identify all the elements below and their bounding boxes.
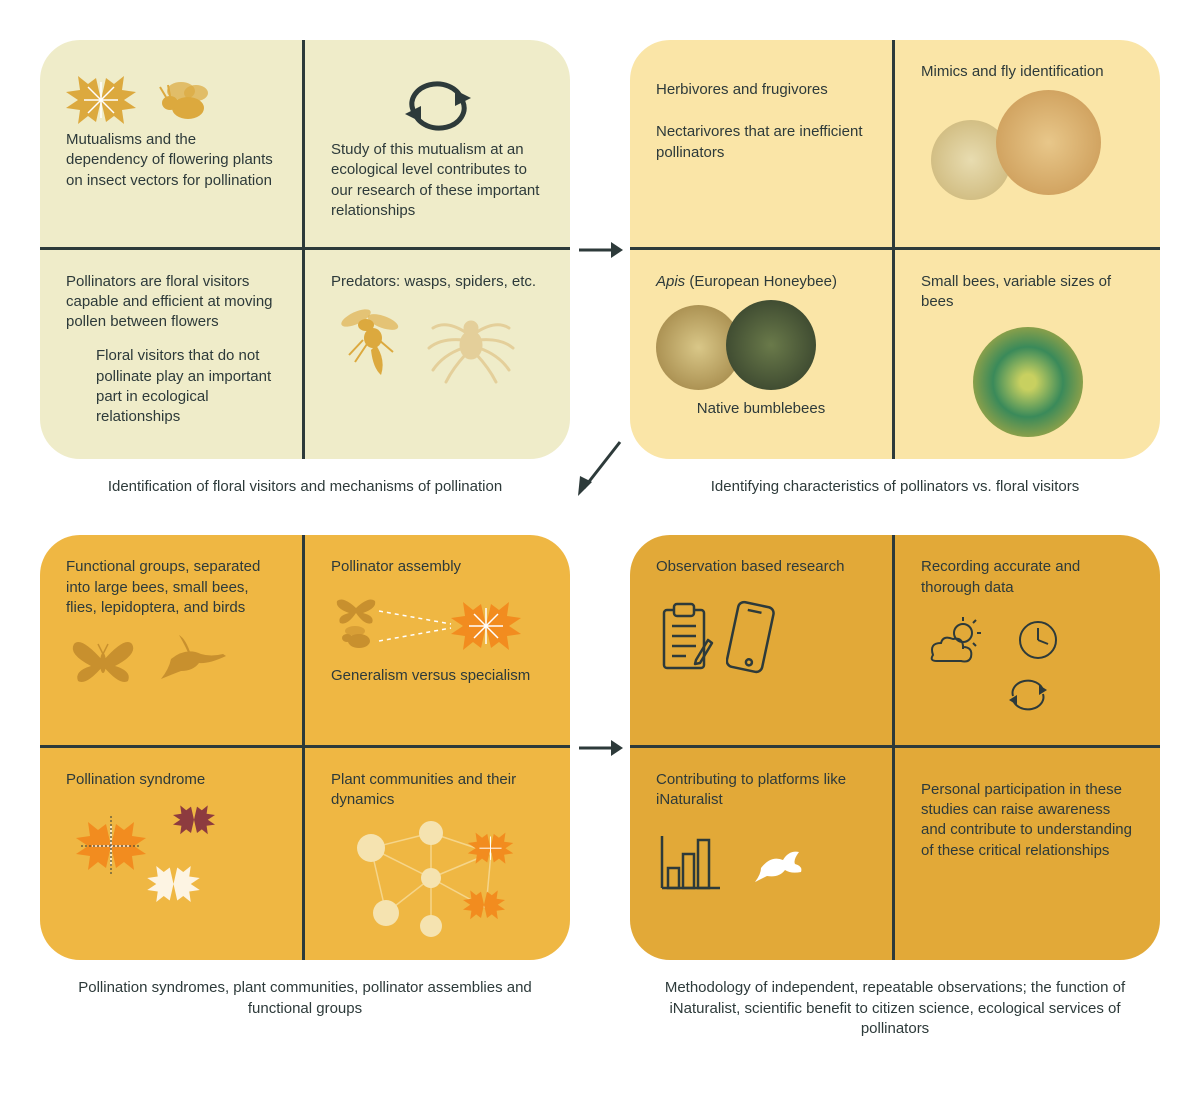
quad-d2-text: Recording accurate and thorough data — [921, 557, 1134, 598]
quad-c3-text: Pollination syndrome — [66, 770, 276, 790]
green-sweat-bee-photo — [973, 327, 1083, 437]
clock-icon — [1016, 618, 1061, 663]
panel-syndromes: Functional groups, separated into large … — [40, 535, 570, 960]
hoverfly-on-honeycomb-photo — [996, 90, 1101, 195]
bee-silhouette-icon — [146, 73, 216, 128]
quad-d4-text: Personal participation in these studies … — [921, 780, 1134, 861]
cycle-arrows-icon — [393, 70, 483, 140]
quad-b4-text: Small bees, variable sizes of bees — [921, 272, 1134, 313]
quad-c3: Pollination syndrome — [40, 748, 305, 961]
quad-a4-text: Predators: wasps, spiders, etc. — [331, 272, 544, 292]
flower-burst-icon — [66, 70, 136, 130]
main-grid: Mutualisms and the dependency of floweri… — [40, 40, 1160, 1067]
caption-d: Methodology of independent, repeatable o… — [630, 970, 1160, 1067]
quad-b4: Small bees, variable sizes of bees — [895, 250, 1160, 460]
quad-a4: Predators: wasps, spiders, etc. — [305, 250, 570, 460]
quad-a3-text: Pollinators are floral visitors capable … — [66, 272, 276, 333]
network-flowers-icon — [331, 818, 541, 938]
flower-cluster-icon — [66, 798, 266, 918]
arrow-c-to-d — [570, 535, 630, 960]
arrow-right-icon — [575, 733, 625, 763]
quad-a2: Study of this mutualism at an ecological… — [305, 40, 570, 250]
quad-b1-text: Herbivores and frugivores — [656, 80, 866, 100]
quad-b3-text: Apis (European Honeybee) — [656, 272, 866, 292]
quad-a1-text: Mutualisms and the dependency of floweri… — [66, 130, 276, 191]
clipboard-icon — [656, 600, 716, 675]
wasp-icon — [331, 300, 411, 390]
quad-a2-text: Study of this mutualism at an ecological… — [331, 140, 544, 221]
hummingbird-icon — [151, 629, 231, 684]
quad-b2: Mimics and fly identification — [895, 40, 1160, 250]
quad-d1: Observation based research — [630, 535, 895, 748]
quad-c1-text: Functional groups, separated into large … — [66, 557, 276, 618]
refresh-icon — [1003, 676, 1053, 711]
bar-chart-icon — [656, 830, 726, 895]
caption-b: Identifying characteristics of pollinato… — [630, 469, 1160, 525]
quad-c4-text: Plant communities and their dynamics — [331, 770, 544, 811]
panel-methodology: Observation based research — [630, 535, 1160, 960]
arrow-a-to-b — [570, 40, 630, 459]
sun-cloud-icon — [921, 613, 991, 668]
butterfly-icon — [66, 626, 141, 686]
panel-characteristics: Herbivores and frugivores Nectarivores t… — [630, 40, 1160, 459]
bumblebee-photo — [726, 300, 816, 390]
quad-b1: Herbivores and frugivores Nectarivores t… — [630, 40, 895, 250]
arrow-diag-icon — [570, 434, 630, 504]
assembly-diagram-icon — [331, 586, 531, 666]
quad-b3-sub: Native bumblebees — [656, 399, 866, 419]
quad-d2: Recording accurate and thorough data — [895, 535, 1160, 748]
quad-a1: Mutualisms and the dependency of floweri… — [40, 40, 305, 250]
quad-d3-text: Contributing to platforms like iNaturali… — [656, 770, 866, 811]
quad-c2: Pollinator assembly — [305, 535, 570, 748]
quad-b1-sub: Nectarivores that are inefficient pollin… — [656, 122, 866, 163]
quad-c2-text: Pollinator assembly — [331, 557, 544, 577]
quad-c4: Plant communities and their dynamics — [305, 748, 570, 961]
dove-icon — [751, 840, 806, 885]
quad-a3: Pollinators are floral visitors capable … — [40, 250, 305, 460]
quad-d1-text: Observation based research — [656, 557, 866, 577]
quad-d4: Personal participation in these studies … — [895, 748, 1160, 961]
quad-d3: Contributing to platforms like iNaturali… — [630, 748, 895, 961]
panel-mutualisms: Mutualisms and the dependency of floweri… — [40, 40, 570, 459]
caption-a: Identification of floral visitors and me… — [40, 469, 570, 525]
caption-c: Pollination syndromes, plant communities… — [40, 970, 570, 1067]
quad-a3-sub: Floral visitors that do not pollinate pl… — [66, 346, 276, 427]
spider-icon — [421, 300, 521, 390]
quad-c1: Functional groups, separated into large … — [40, 535, 305, 748]
quad-b2-text: Mimics and fly identification — [921, 62, 1134, 82]
smartphone-icon — [726, 598, 776, 678]
arrow-b-to-c — [570, 469, 630, 525]
arrow-right-icon — [575, 235, 625, 265]
quad-b3: Apis (European Honeybee) Native bumblebe… — [630, 250, 895, 460]
quad-c2-sub: Generalism versus specialism — [331, 666, 544, 686]
